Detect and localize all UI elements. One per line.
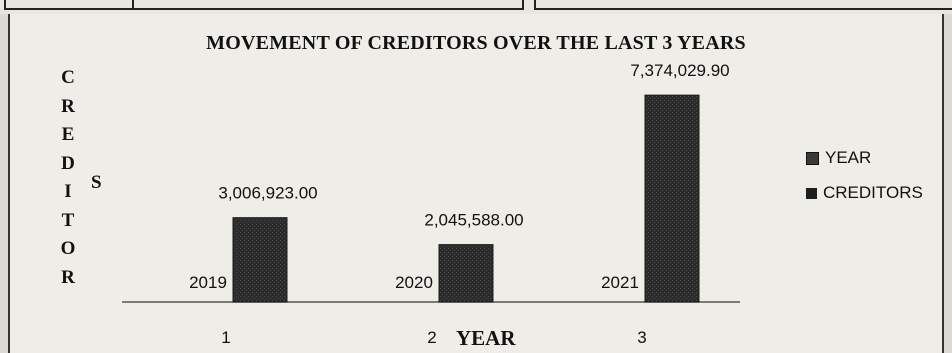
table-divider	[132, 0, 134, 10]
page-top-strip	[0, 0, 952, 14]
y-axis-label-letter: C	[61, 67, 75, 88]
legend-swatch-creditors	[806, 187, 817, 199]
data-label-creditors: 3,006,923.00	[218, 184, 317, 203]
legend-label-year: YEAR	[825, 148, 872, 167]
y-axis-label-tail: S	[91, 172, 102, 193]
y-axis-label-letter: O	[60, 238, 76, 259]
y-axis-label-letter: I	[64, 181, 72, 202]
x-tick-label: 2	[427, 328, 436, 347]
x-tick-label: 1	[221, 328, 230, 347]
data-label-creditors: 2,045,588.00	[424, 211, 523, 230]
y-axis-label-letter: R	[61, 95, 75, 117]
data-label-year: 2019	[189, 273, 227, 292]
y-axis-label-letter: D	[61, 152, 75, 174]
legend-label-creditors: CREDITORS	[823, 183, 923, 202]
bar-creditors-2	[438, 244, 494, 303]
legend-item-year: YEAR	[806, 148, 871, 168]
chart-title: MOVEMENT OF CREDITORS OVER THE LAST 3 YE…	[206, 32, 746, 54]
data-label-year: 2021	[601, 273, 639, 292]
y-axis-label-letter: R	[61, 266, 75, 288]
table-remnant	[4, 0, 524, 10]
data-label-creditors: 7,374,029.90	[630, 61, 729, 80]
table-remnant-right	[534, 0, 952, 10]
data-label-year: 2020	[395, 273, 433, 292]
bar-creditors-3	[644, 94, 700, 303]
legend-item-creditors: CREDITORS	[806, 183, 923, 203]
x-tick-label: 3	[637, 328, 646, 347]
legend-swatch-year	[806, 151, 819, 165]
bar-creditors-1	[232, 217, 288, 303]
y-axis-label-letter: T	[61, 209, 75, 231]
y-axis-label-letter: E	[61, 124, 75, 145]
x-axis-label: YEAR	[456, 326, 516, 350]
